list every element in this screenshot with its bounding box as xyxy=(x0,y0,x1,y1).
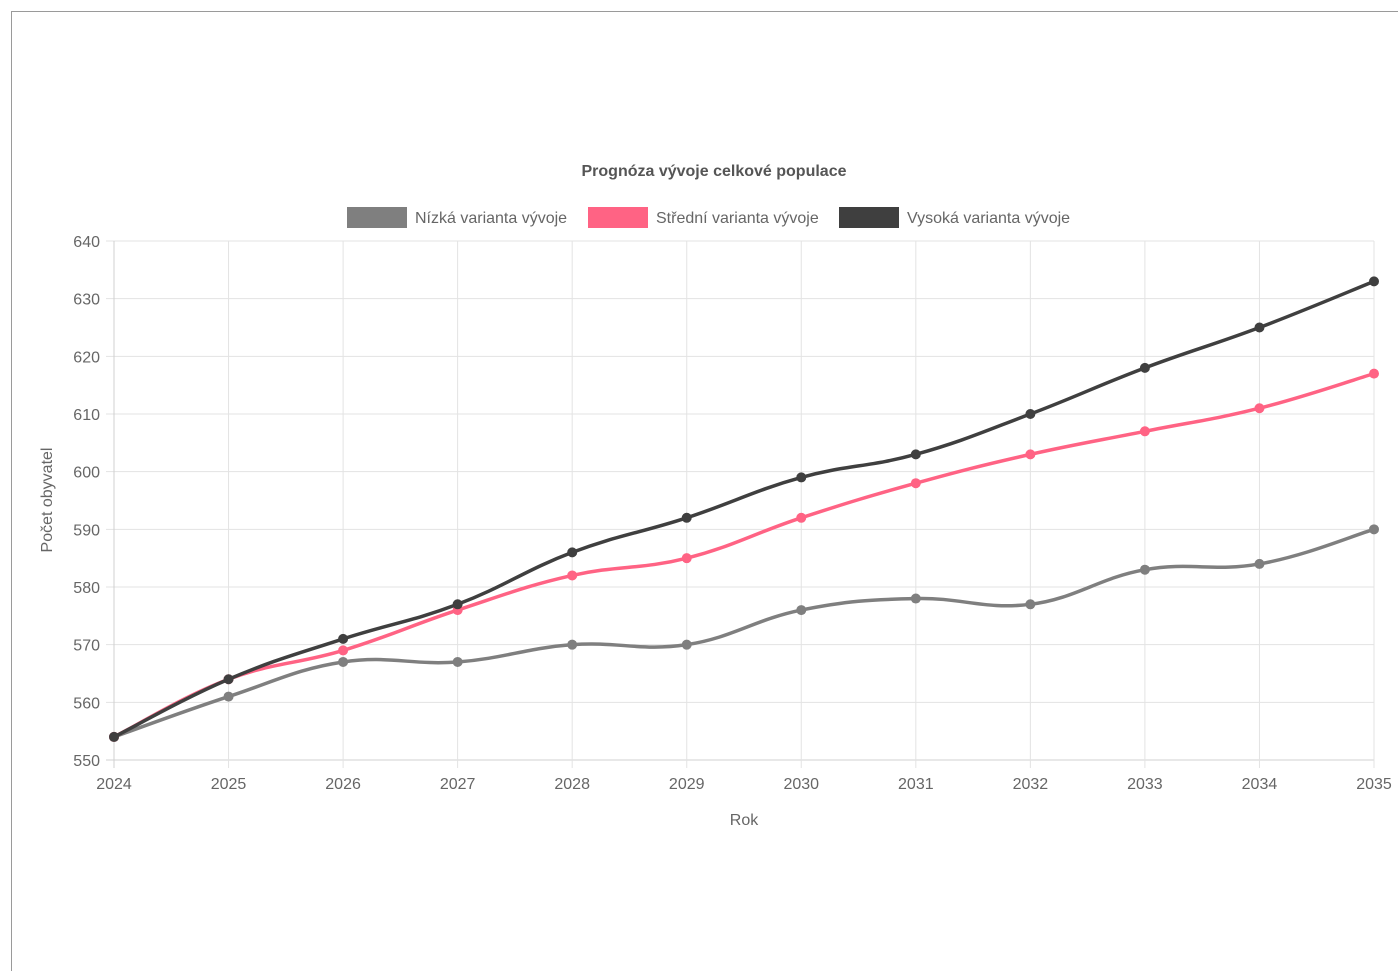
data-point[interactable] xyxy=(567,639,578,650)
series-line xyxy=(113,527,1375,739)
chart-series xyxy=(109,276,1379,742)
x-tick-label: 2034 xyxy=(1242,776,1278,793)
data-point[interactable] xyxy=(338,656,349,667)
data-point[interactable] xyxy=(796,472,807,483)
data-point[interactable] xyxy=(910,593,921,604)
data-point[interactable] xyxy=(567,570,578,581)
data-point[interactable] xyxy=(338,645,349,656)
x-tick-label: 2028 xyxy=(554,776,590,793)
legend-label: Střední varianta vývoje xyxy=(656,210,819,227)
series-group xyxy=(109,276,1379,742)
y-tick-label: 620 xyxy=(73,349,100,366)
x-tick-label: 2032 xyxy=(1013,776,1049,793)
y-tick-label: 550 xyxy=(73,753,100,770)
chart-legend: Nízká varianta vývoje Střední varianta vý… xyxy=(347,207,1070,228)
legend-swatch xyxy=(839,207,899,228)
legend-label: Nízká varianta vývoje xyxy=(415,210,567,227)
series-line xyxy=(113,279,1375,739)
legend-item[interactable]: Vysoká varianta vývoje xyxy=(839,207,1070,228)
chart-title: Prognóza vývoje celkové populace xyxy=(582,163,847,180)
y-tick-label: 560 xyxy=(73,695,100,712)
legend-swatch xyxy=(347,207,407,228)
data-point[interactable] xyxy=(223,674,234,685)
data-point[interactable] xyxy=(1254,322,1265,333)
legend-label: Vysoká varianta vývoje xyxy=(907,210,1070,227)
data-point[interactable] xyxy=(1025,409,1036,419)
y-axis-title: Počet obyvatel xyxy=(39,448,56,553)
x-tick-label: 2031 xyxy=(898,776,934,793)
data-point[interactable] xyxy=(1254,403,1265,414)
data-point[interactable] xyxy=(1369,524,1379,535)
x-tick-label: 2024 xyxy=(96,776,132,793)
x-tick-label: 2026 xyxy=(325,776,361,793)
data-point[interactable] xyxy=(681,553,692,564)
legend-item[interactable]: Nízká varianta vývoje xyxy=(347,207,567,228)
data-point[interactable] xyxy=(1254,558,1265,569)
series-line xyxy=(113,371,1375,739)
y-tick-label: 580 xyxy=(73,580,100,597)
x-tick-label: 2027 xyxy=(440,776,476,793)
data-point[interactable] xyxy=(681,639,692,650)
legend-swatch xyxy=(588,207,648,228)
x-tick-label: 2029 xyxy=(669,776,705,793)
x-axis-title: Rok xyxy=(730,812,759,829)
x-axis-ticks: 2024 2025 2026 2027 2028 2029 2030 2031 2032 2033… xyxy=(96,776,1392,793)
x-tick-label: 2035 xyxy=(1356,776,1392,793)
legend-item[interactable]: Střední varianta vývoje xyxy=(588,207,819,228)
y-tick-label: 590 xyxy=(73,522,100,539)
data-point[interactable] xyxy=(109,731,119,742)
data-point[interactable] xyxy=(452,656,463,667)
data-point[interactable] xyxy=(452,599,463,610)
data-point[interactable] xyxy=(1139,362,1150,373)
x-tick-label: 2033 xyxy=(1127,776,1163,793)
series-group xyxy=(109,368,1379,742)
chart-grid xyxy=(106,240,1375,768)
data-point[interactable] xyxy=(910,449,921,460)
data-point[interactable] xyxy=(1369,276,1379,287)
y-tick-label: 630 xyxy=(73,292,100,309)
y-tick-label: 600 xyxy=(73,465,100,482)
y-axis-ticks: 550 560 570 580 590 600 610 620 630 640 xyxy=(73,234,100,770)
data-point[interactable] xyxy=(338,633,349,644)
data-point[interactable] xyxy=(223,691,234,702)
x-tick-label: 2030 xyxy=(783,776,819,793)
data-point[interactable] xyxy=(681,512,692,523)
data-point[interactable] xyxy=(796,512,807,523)
x-tick-label: 2025 xyxy=(211,776,247,793)
data-point[interactable] xyxy=(1025,599,1036,610)
chart-frame xyxy=(11,11,1398,971)
data-point[interactable] xyxy=(1025,449,1036,460)
data-point[interactable] xyxy=(1139,426,1150,437)
y-tick-label: 570 xyxy=(73,638,100,655)
data-point[interactable] xyxy=(567,547,578,558)
y-tick-label: 640 xyxy=(73,234,100,251)
data-point[interactable] xyxy=(1139,564,1150,575)
data-point[interactable] xyxy=(1369,368,1379,379)
data-point[interactable] xyxy=(910,478,921,489)
series-group xyxy=(109,524,1379,742)
y-tick-label: 610 xyxy=(73,407,100,424)
data-point[interactable] xyxy=(796,605,807,616)
